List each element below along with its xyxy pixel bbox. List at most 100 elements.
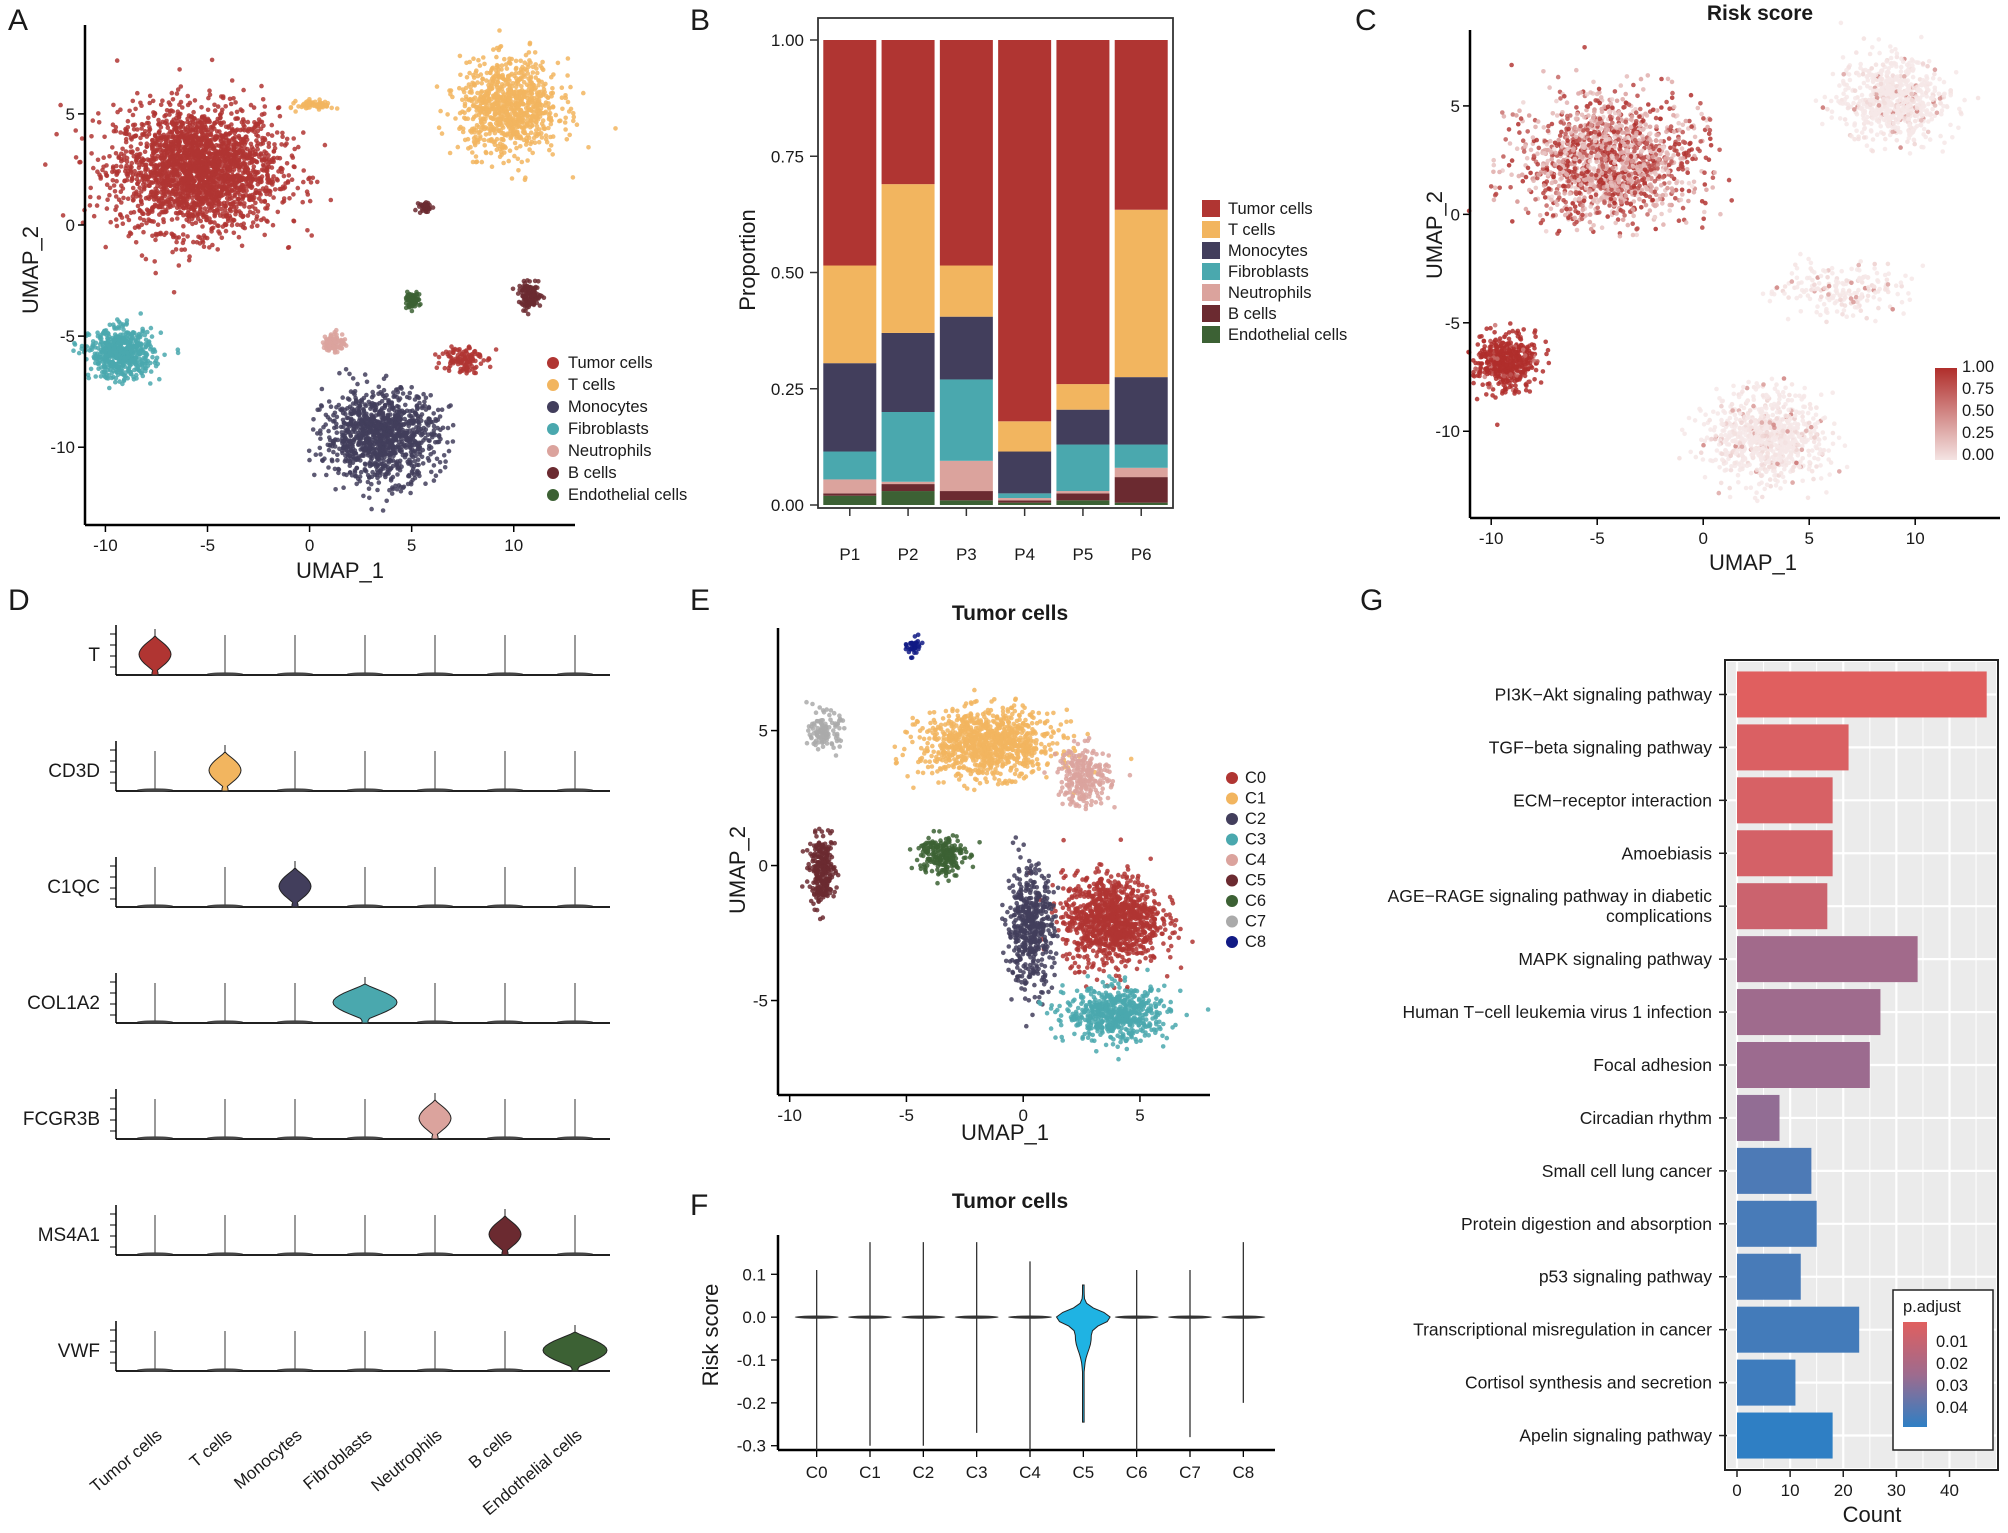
umap-point bbox=[113, 207, 118, 213]
umap-point bbox=[351, 411, 357, 416]
umap-point bbox=[130, 176, 135, 182]
umap-point bbox=[172, 199, 177, 204]
umap-point bbox=[525, 62, 530, 67]
umap-point bbox=[128, 144, 134, 149]
umap-point bbox=[265, 132, 271, 137]
umap-point bbox=[151, 150, 156, 156]
umap-point bbox=[367, 444, 373, 450]
umap-point bbox=[211, 198, 217, 204]
umap-point bbox=[239, 182, 245, 188]
umap-point bbox=[288, 105, 294, 111]
umap-point bbox=[481, 116, 486, 121]
umap-point bbox=[340, 395, 346, 400]
umap-point bbox=[201, 128, 207, 133]
umap-point bbox=[265, 202, 271, 208]
umap-point bbox=[141, 122, 146, 128]
umap-point bbox=[181, 212, 186, 218]
umap-point bbox=[362, 461, 368, 467]
umap-point bbox=[207, 245, 212, 250]
umap-point bbox=[437, 414, 443, 419]
umap-point bbox=[539, 121, 545, 126]
umap-point bbox=[244, 188, 249, 193]
umap-point bbox=[136, 165, 142, 171]
umap-point bbox=[142, 149, 148, 154]
umap-point bbox=[538, 63, 543, 69]
umap-point bbox=[186, 188, 192, 194]
umap-point bbox=[531, 82, 536, 88]
umap-point bbox=[445, 440, 450, 445]
umap-point bbox=[179, 247, 184, 253]
umap-point bbox=[550, 134, 556, 139]
umap-point bbox=[527, 114, 533, 120]
umap-point bbox=[287, 196, 292, 201]
umap-point bbox=[470, 116, 476, 122]
umap-point bbox=[143, 256, 149, 262]
umap-point bbox=[300, 199, 306, 205]
umap-point bbox=[159, 209, 164, 215]
umap-point bbox=[230, 126, 235, 132]
umap-point bbox=[104, 163, 109, 168]
umap-point bbox=[430, 419, 435, 425]
umap-point bbox=[270, 182, 275, 187]
umap-point bbox=[501, 137, 506, 143]
umap-point bbox=[550, 152, 555, 157]
umap-point bbox=[184, 217, 189, 223]
umap-point bbox=[124, 177, 130, 183]
umap-point bbox=[529, 123, 535, 128]
umap-point bbox=[372, 408, 378, 413]
umap-point bbox=[308, 180, 314, 185]
umap-point bbox=[380, 413, 386, 419]
umap-point bbox=[232, 192, 237, 198]
umap-point bbox=[124, 214, 130, 219]
umap-point bbox=[131, 377, 137, 382]
panel-label-f: F bbox=[690, 1189, 708, 1222]
umap-point bbox=[284, 136, 290, 142]
umap-point bbox=[335, 452, 340, 458]
umap-point bbox=[428, 393, 434, 398]
umap-point bbox=[363, 437, 369, 442]
umap-point bbox=[139, 253, 145, 258]
umap-point bbox=[251, 210, 256, 216]
umap-point bbox=[199, 137, 204, 142]
umap-point bbox=[377, 469, 383, 474]
umap-point bbox=[150, 192, 155, 198]
umap-point bbox=[492, 100, 498, 106]
umap-point bbox=[181, 206, 187, 211]
umap-point bbox=[238, 213, 243, 218]
umap-point bbox=[179, 157, 185, 162]
umap-point bbox=[503, 62, 509, 67]
umap-point bbox=[93, 354, 98, 360]
umap-point bbox=[341, 420, 347, 426]
umap-point bbox=[318, 436, 323, 442]
umap-point bbox=[162, 113, 167, 119]
umap-point bbox=[407, 457, 412, 463]
umap-point bbox=[404, 419, 409, 425]
umap-point bbox=[474, 68, 479, 73]
umap-point bbox=[242, 204, 247, 209]
umap-point bbox=[513, 58, 519, 64]
umap-point bbox=[254, 138, 259, 143]
umap-point bbox=[534, 104, 539, 109]
umap-point bbox=[87, 203, 93, 208]
umap-point bbox=[524, 68, 530, 73]
umap-point bbox=[400, 485, 406, 491]
umap-point bbox=[117, 379, 122, 384]
umap-point bbox=[182, 145, 188, 150]
umap-point bbox=[252, 191, 258, 196]
umap-point bbox=[341, 485, 346, 491]
umap-point bbox=[218, 115, 223, 120]
panel-label-g: G bbox=[1360, 584, 1383, 617]
umap-point bbox=[174, 169, 180, 175]
umap-point bbox=[361, 493, 366, 499]
umap-point bbox=[506, 96, 511, 102]
umap-point bbox=[323, 422, 329, 427]
umap-point bbox=[221, 141, 226, 146]
umap-point bbox=[299, 104, 305, 110]
umap-point bbox=[185, 119, 190, 125]
umap-point bbox=[525, 158, 530, 163]
umap-point bbox=[381, 435, 386, 441]
umap-point bbox=[506, 158, 512, 164]
umap-point bbox=[212, 108, 218, 113]
umap-point bbox=[138, 135, 143, 141]
umap-point bbox=[91, 213, 97, 219]
